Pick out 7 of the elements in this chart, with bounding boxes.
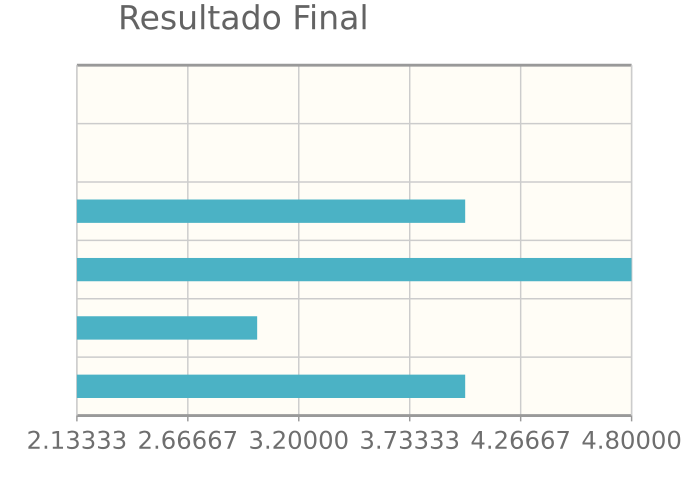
x-tick-label: 4.80000 xyxy=(582,430,680,450)
x-tick-label: 3.20000 xyxy=(250,430,348,450)
x-tick-label: 2.66667 xyxy=(139,430,236,450)
x-tick-label: 4.26667 xyxy=(472,430,569,450)
x-tick-label: 3.73333 xyxy=(361,430,458,450)
chart-title: Resultado Final xyxy=(121,4,366,30)
x-tick-label: 2.13333 xyxy=(28,430,126,450)
